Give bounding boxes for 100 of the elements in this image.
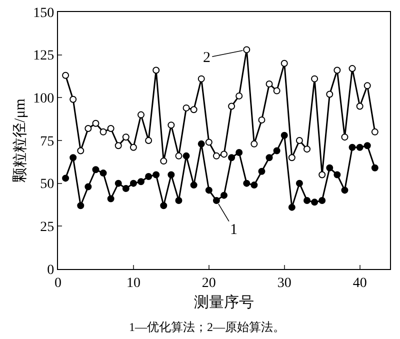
point [114,142,122,150]
point [145,172,152,180]
point [190,182,198,189]
y-tick-label: 75 [40,134,54,150]
point [280,60,288,67]
x-tick-label: 40 [352,276,367,291]
x-tick-label: 10 [126,276,140,291]
point [100,128,107,136]
point [198,75,205,82]
point [280,132,288,139]
point [84,183,92,190]
point [341,134,348,141]
point [130,180,137,187]
point [220,150,228,158]
point [356,144,364,151]
point [266,154,273,162]
point [190,106,198,114]
point [114,180,122,187]
point [318,171,326,178]
point [107,195,114,202]
point [198,140,205,148]
point [145,137,152,144]
point [364,82,371,90]
point [122,184,130,192]
annotation: 2 [203,50,210,66]
point [258,168,266,175]
point [243,46,250,54]
y-tick-label: 100 [33,92,54,107]
point [304,146,310,153]
point [356,102,364,110]
point [205,138,212,146]
point [288,154,296,162]
y-tick-label: 50 [40,177,54,192]
point [228,154,236,162]
point [258,116,266,124]
annotation: 1 [230,222,238,238]
x-tick-label: 20 [202,276,216,291]
point [236,148,243,156]
point [228,102,236,110]
y-tick-label: 0 [47,262,54,278]
point [326,90,334,98]
point [182,104,190,112]
text: 1—优化算法；2—原始算法。 [129,320,285,334]
point [205,186,212,194]
point [77,147,84,154]
point [371,164,378,172]
point [152,171,160,178]
point [100,170,107,177]
y-tick-label: 125 [33,48,54,64]
point [296,137,303,144]
point [250,140,258,148]
point [348,144,356,151]
x-axis-title: 测量序号 [194,294,254,311]
point [318,196,326,204]
point [273,87,280,94]
y-tick-label: 25 [40,220,54,236]
point [168,122,175,129]
point [266,80,273,88]
point [122,134,130,141]
point [160,158,168,165]
point [138,111,144,118]
point [311,198,318,206]
point [77,202,84,210]
point [220,192,228,199]
point [273,147,280,154]
point [212,196,220,204]
point [364,142,371,150]
point [62,174,70,182]
y-axis-title: 颗粒粒径/μm [12,98,28,182]
point [175,152,182,160]
point [160,202,168,210]
point [138,178,144,186]
x-tick-label: 30 [277,276,292,291]
point [311,75,318,82]
point [236,92,243,100]
point [70,154,77,162]
point [70,96,77,103]
point [62,72,70,79]
point [341,186,348,194]
point [84,125,92,132]
point [243,180,250,187]
point [348,65,356,72]
point [304,196,310,204]
point [296,180,303,187]
point [152,66,160,74]
point [92,120,100,127]
point [168,171,175,178]
point [92,166,100,174]
point [334,66,341,74]
y-tick-label: 150 [33,6,54,21]
point [175,196,182,204]
point [130,144,137,151]
point [334,171,341,178]
point [182,152,190,160]
point [288,204,296,211]
point [326,164,334,172]
point [107,125,114,132]
point [250,182,258,189]
point [212,152,220,160]
point [371,128,378,136]
